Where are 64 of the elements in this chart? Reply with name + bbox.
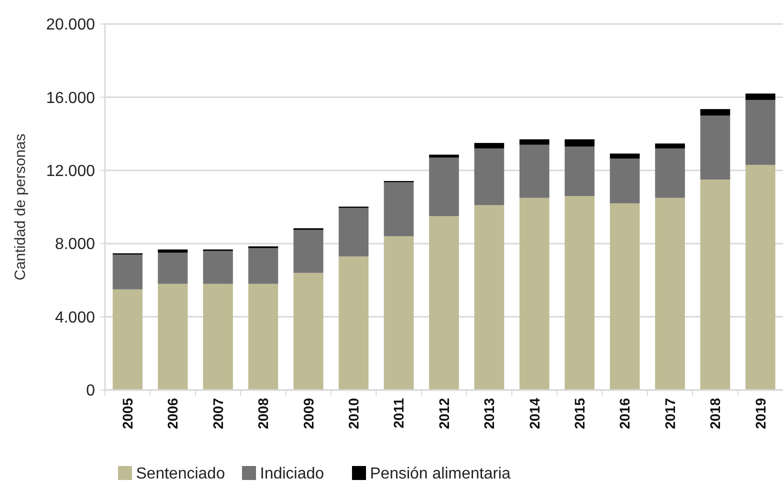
bar [429, 154, 459, 158]
bar [745, 164, 776, 390]
x-tick-label: 2017 [662, 398, 678, 430]
bar [112, 289, 143, 390]
bar [158, 252, 188, 284]
bar [519, 144, 550, 198]
bar [384, 182, 414, 236]
x-tick-label: 2014 [526, 398, 542, 430]
bar [429, 158, 459, 216]
bar [338, 256, 369, 390]
bar [610, 158, 640, 204]
bar [474, 148, 504, 206]
y-tick-label: 4.000 [54, 309, 96, 326]
bar [112, 254, 143, 290]
x-tick-label: 2016 [616, 398, 633, 430]
legend-label: Indiciado [260, 466, 324, 483]
bar [564, 196, 595, 390]
y-tick-label: 12.000 [46, 163, 96, 180]
bar [158, 249, 188, 253]
bar [293, 230, 324, 273]
x-tick-label: 2010 [346, 398, 362, 430]
bar [474, 205, 504, 390]
bar [700, 109, 730, 116]
bar [338, 208, 369, 256]
bar [519, 198, 550, 390]
legend-label: Sentenciado [136, 466, 226, 483]
x-tick-label: 2019 [752, 398, 768, 430]
x-tick-label: 2012 [436, 398, 452, 430]
x-tick-label: 2009 [300, 398, 316, 430]
bar [158, 284, 188, 390]
legend-label: Pensión alimentaria [370, 466, 511, 483]
bar [203, 284, 233, 390]
x-tick-label: 2013 [481, 398, 498, 430]
y-axis-title: Cantidad de personas [12, 134, 29, 280]
y-tick-label: 8.000 [54, 236, 96, 254]
bar [655, 198, 685, 390]
x-tick-label: 2008 [255, 398, 272, 430]
x-tick-label: 2006 [164, 398, 181, 430]
bar [610, 203, 640, 390]
bar [745, 94, 776, 100]
bar [700, 116, 730, 180]
bar [564, 146, 595, 196]
bar [248, 248, 278, 284]
bar [745, 100, 776, 165]
y-tick-label: 20.000 [46, 16, 96, 34]
y-tick-label: 0 [86, 382, 96, 400]
bar [248, 284, 278, 390]
bar [429, 216, 459, 390]
bar [474, 142, 504, 148]
x-tick-label: 2007 [210, 398, 226, 430]
bar [203, 250, 233, 284]
x-tick-label: 2005 [120, 398, 136, 430]
y-tick-label: 16.000 [46, 90, 96, 107]
bar [519, 139, 550, 145]
bar [384, 236, 414, 390]
x-tick-label: 2018 [707, 398, 724, 430]
bar [564, 139, 595, 147]
bar [610, 154, 640, 159]
bar [700, 180, 730, 390]
bar [655, 148, 685, 198]
x-tick-label: 2015 [572, 398, 588, 430]
bar [655, 144, 685, 148]
x-tick-label: 2011 [390, 398, 407, 428]
bar [293, 272, 324, 390]
